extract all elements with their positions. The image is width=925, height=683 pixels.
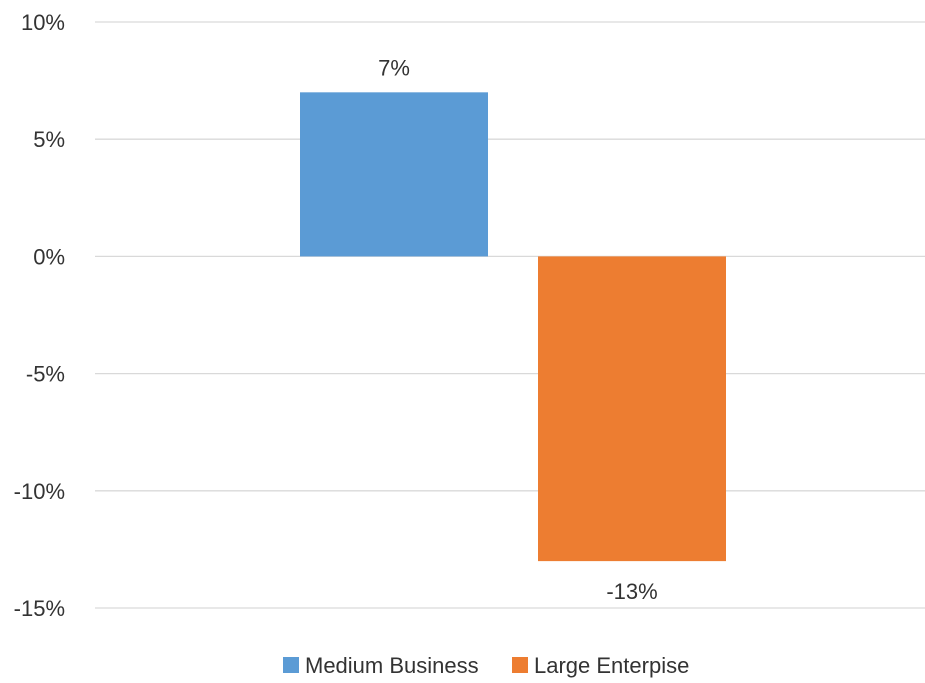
legend-label: Large Enterpise	[534, 653, 689, 678]
bars	[300, 92, 726, 562]
y-tick-label: 5%	[33, 127, 65, 152]
legend-swatch	[512, 657, 528, 673]
y-tick-label: -15%	[14, 596, 65, 621]
legend-swatch	[283, 657, 299, 673]
bar-medium-business	[300, 92, 488, 257]
y-tick-label: -5%	[26, 362, 65, 387]
data-label: 7%	[378, 55, 410, 80]
bar-large-enterpise	[538, 256, 726, 562]
y-tick-label: -10%	[14, 479, 65, 504]
data-labels: 7% -13%	[378, 55, 658, 604]
data-label: -13%	[606, 579, 657, 604]
gridlines	[95, 21, 925, 609]
y-tick-label: 0%	[33, 244, 65, 269]
legend: Medium Business Large Enterpise	[283, 653, 689, 678]
y-tick-label: 10%	[21, 10, 65, 35]
y-axis-tick-labels: 10% 5% 0% -5% -10% -15%	[14, 10, 65, 621]
legend-label: Medium Business	[305, 653, 479, 678]
